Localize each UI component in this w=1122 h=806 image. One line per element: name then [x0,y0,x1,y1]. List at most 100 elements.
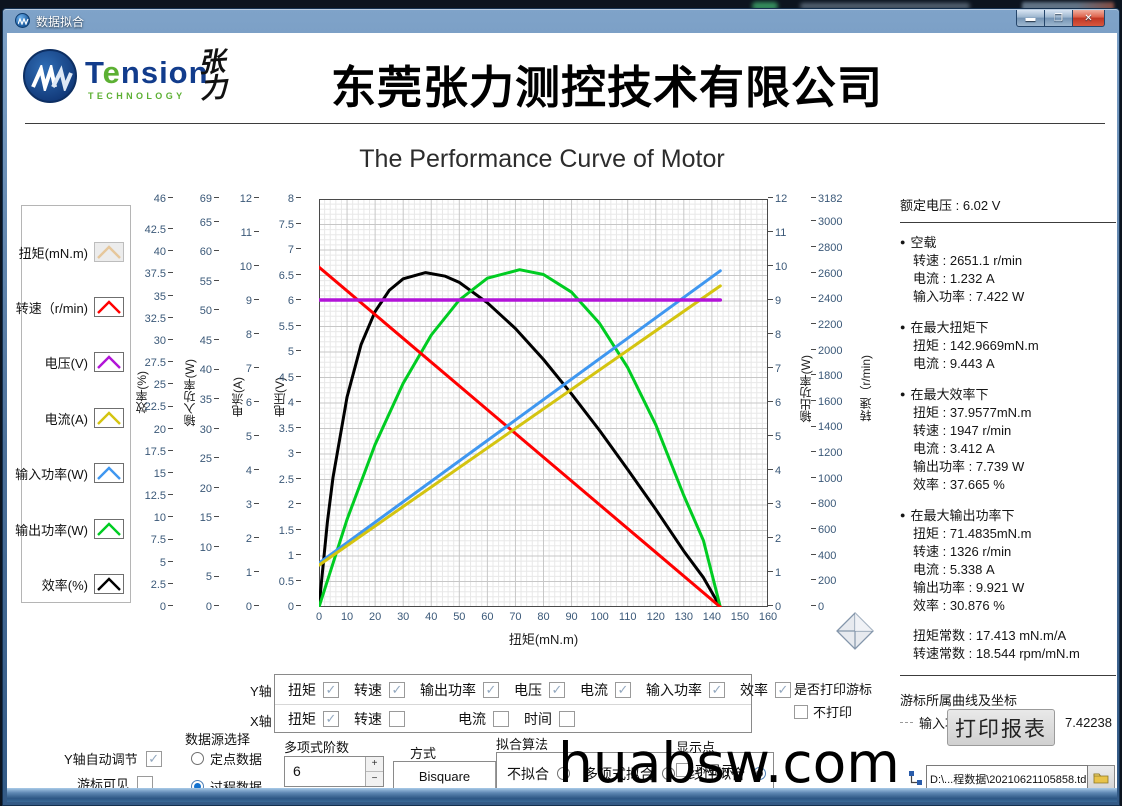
axis-option-转速: 转速 [354,709,405,729]
axis-option-checkbox[interactable] [559,711,575,727]
x-tick: 110 [618,611,637,623]
axis-option-checkbox[interactable]: ✓ [709,681,725,698]
close-button[interactable]: ✕ [1072,10,1105,27]
axis-tick: 60 [200,245,219,259]
axis-tick: 5.5 [279,320,301,334]
app-icon [15,13,30,28]
axis-tick: 1600 [811,395,842,409]
axis-tick: 0 [160,600,173,614]
axis-option-checkbox[interactable]: ✓ [775,681,791,698]
axis-tick: 2000 [811,344,842,358]
axis-tick: 4.5 [279,371,301,385]
y-auto-checkbox[interactable]: ✓ [145,750,162,767]
file-path-input[interactable]: D:\...程数据\20210621105858.tdms [926,765,1088,790]
stats-line: 扭矩 : 71.4835mN.m [913,526,1032,541]
pan-diamond-control[interactable] [835,611,875,651]
print-report-button[interactable]: 打印报表 [947,709,1055,746]
axis-option-checkbox[interactable]: ✓ [323,681,339,698]
browse-folder-button[interactable] [1088,765,1115,790]
axis-tick: 2 [768,532,781,546]
legend-swatch[interactable] [94,519,124,539]
x-tick: 150 [730,611,750,623]
method-value: Bisquare [418,769,471,784]
legend-swatch[interactable] [94,408,124,428]
brand-e: e [102,55,121,90]
no-print-label: 不打印 [813,705,853,720]
fit-option-多项式拟合[interactable]: 多项式拟合 [584,764,675,784]
chart-title: The Performance Curve of Motor [359,145,725,173]
stats-line: 扭矩 : 142.9669mN.m [913,338,1039,353]
x-axis-label: 扭矩(mN.m) [508,632,579,647]
legend-label: 效率(%) [41,577,88,593]
curve-pout [317,268,722,609]
plot-area[interactable] [317,199,768,609]
axis-option-checkbox[interactable]: ✓ [389,681,405,698]
fit-option-label: 不拟合 [507,765,549,782]
axis-tick: 4 [288,396,301,410]
axis-option-时间: 时间 [524,709,575,729]
legend-swatch[interactable] [94,242,124,262]
axis-tick: 40 [154,245,173,259]
axis-ticks-efficiency: 46 42.5 40 37.5 35 32.5 30 27.5 25 22.5 20 17.5 15 12… [121,192,173,616]
x-tick: 50 [453,611,466,623]
axis-tick: 11 [768,226,786,240]
radio-icon[interactable] [557,767,570,780]
axis-tick: 55 [200,275,219,289]
axis-tick: 8 [288,192,301,206]
axis-tick: 2600 [811,267,842,281]
header-divider [25,123,1105,124]
app-window: 数据拟合 ▬ ❐ ✕ Tension TECHNOLOGY 张力 东莞张力测控技… [2,8,1120,806]
axis-option-checkbox[interactable]: ✓ [483,681,499,698]
axis-option-label: 输入功率 [646,681,702,698]
x-tick: 10 [340,611,354,623]
legend-item: 转速（r/min) [16,296,124,318]
radio-icon[interactable] [753,767,766,780]
axis-tick: 2400 [811,292,842,306]
no-print-checkbox[interactable] [794,704,808,719]
legend-swatch[interactable] [94,463,124,483]
axis-tick: 1400 [811,420,842,434]
legend-item: 电流(A) [45,407,124,429]
minimize-button[interactable]: ▬ [1016,10,1045,27]
axis-tick: 6 [246,396,259,410]
radio-icon[interactable] [191,752,204,765]
axis-tick: 7 [246,362,259,376]
axis-option-label: 电压 [514,681,542,698]
logo-icon [23,49,77,103]
fit-option-线性拟合[interactable]: 线性拟合 [689,764,766,784]
stats-line: 转速 : 1326 r/min [913,544,1012,559]
company-title: 东莞张力测控技术有限公司 [330,62,883,113]
axis-tick: 46 [154,192,173,206]
axis-tick: 1 [288,549,301,563]
maximize-button[interactable]: ❐ [1045,10,1072,27]
spinner-increment-button[interactable]: + [366,757,383,772]
brand-subtitle: TECHNOLOGY [88,91,186,101]
axis-tick: 9 [246,294,259,308]
stats-line: 扭矩 : 37.9577mN.m [913,405,1032,420]
legend-swatch[interactable] [94,297,124,317]
fit-option-不拟合[interactable]: 不拟合 [507,764,570,784]
axis-tick: 15 [200,511,219,525]
legend-label: 转速（r/min) [15,300,88,316]
no-show-checkbox[interactable] [676,762,690,777]
axis-tick: 3 [288,447,301,461]
axis-option-label: 输出功率 [420,681,476,698]
spinner-decrement-button[interactable]: − [366,772,383,786]
axis-option-checkbox[interactable] [493,711,509,727]
legend-swatch[interactable] [94,574,124,594]
axis-option-checkbox[interactable] [389,711,405,727]
axis-tick: 7 [288,243,301,257]
legend-label: 电流(A) [44,411,88,427]
axis-option-checkbox[interactable]: ✓ [615,681,631,698]
axis-option-checkbox[interactable]: ✓ [323,711,339,727]
poly-order-spinner[interactable]: 6 + − [284,756,384,787]
data-source-option-定点数据[interactable]: 定点数据 [191,749,262,768]
axis-tick: 45 [200,334,219,348]
axis-option-label: 扭矩 [288,681,316,698]
background-blur-text [800,3,970,9]
radio-icon[interactable] [662,767,675,780]
axis-tick: 2.5 [279,473,301,487]
legend-swatch[interactable] [94,352,124,372]
axis-option-checkbox[interactable]: ✓ [549,681,565,698]
axis-tick: 15 [154,467,173,481]
